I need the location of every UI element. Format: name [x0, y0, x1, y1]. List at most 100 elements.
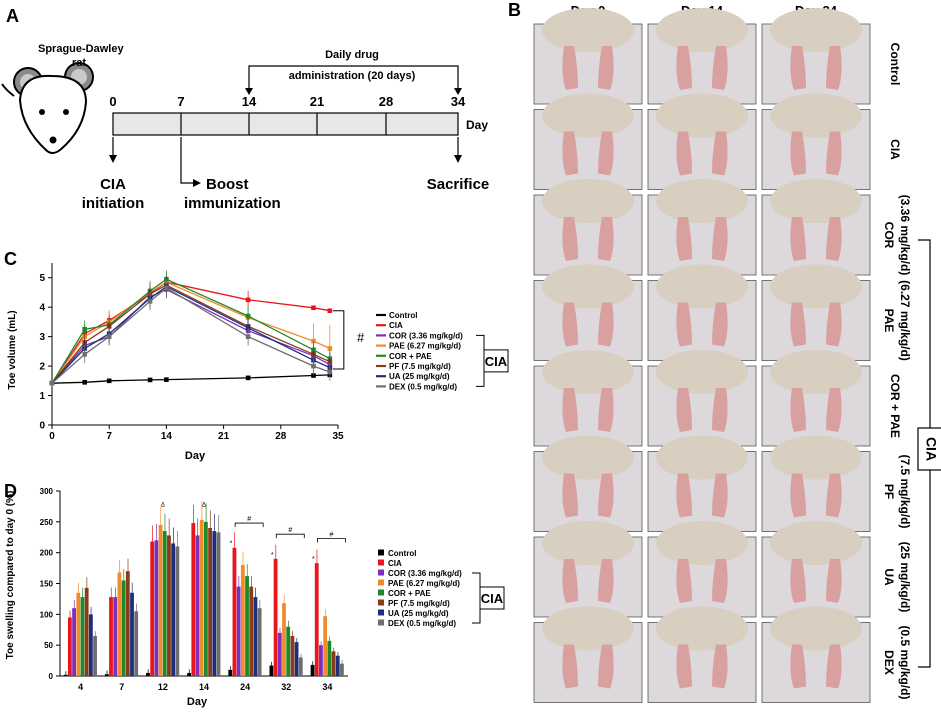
photo-group-label: CIA: [923, 437, 939, 461]
line-chart-xlabel: Day: [185, 450, 206, 462]
line-series: [51, 284, 331, 384]
bar-sig-star: *: [271, 552, 274, 559]
line-point: [82, 379, 87, 385]
rat-body-shape: [542, 521, 634, 565]
drug-bracket: [248, 65, 459, 94]
line-chart-x-tick-label: 21: [218, 431, 230, 442]
rat-body-shape: [542, 8, 634, 52]
timeline-day-7: 7: [177, 94, 184, 109]
rat-body-shape: [656, 350, 748, 394]
line-chart-sig-hash: #: [357, 330, 365, 345]
rat-icon: [1, 62, 94, 154]
bar: [195, 535, 200, 676]
line-point: [245, 297, 251, 303]
bar-chart-y-tick-label: 250: [40, 518, 54, 527]
line-chart-y-tick-label: 3: [39, 332, 45, 343]
rat-body-shape: [656, 93, 748, 138]
bar: [314, 563, 319, 676]
line-chart-x-tick-label: 28: [275, 431, 287, 442]
bar: [208, 528, 212, 676]
bar-chart-ylabel: Toe swelling compared to day 0 (%): [5, 491, 16, 660]
legend-bracket: [476, 334, 485, 387]
line-chart-y-tick-label: 4: [39, 303, 45, 314]
bar-chart-y-tick-label: 150: [40, 580, 54, 589]
rat-body-shape: [542, 264, 634, 309]
photo-row-label: COR: [882, 222, 896, 249]
timeline-day-unit: Day: [466, 118, 488, 132]
rat-paw-right: [712, 46, 728, 90]
legend-label: DEX (0.5 mg/kg/d): [388, 619, 456, 628]
line-point: [164, 377, 169, 382]
photo-row-dose: (7.5 mg/kg/d): [898, 454, 912, 528]
rat-paw-left: [790, 46, 806, 90]
rat-paw-left: [676, 131, 692, 176]
bar: [236, 586, 241, 676]
rat-paw-right: [826, 644, 842, 689]
line-series: [51, 374, 330, 384]
bar-chart: 0 50 100 150 200 250 300 4 7 12 14 24 32 34 # * # * # * Δ Δ: [40, 487, 348, 692]
legend-swatch: [378, 569, 384, 576]
photo-group-box: [917, 427, 941, 471]
rat-body-shape: [770, 8, 862, 52]
rat-body-shape: [656, 435, 748, 480]
line-point: [311, 373, 316, 378]
bar: [175, 546, 180, 676]
line-point: [164, 285, 169, 291]
legend-label: DEX (0.5 mg/kg/d): [389, 382, 457, 391]
bar: [104, 674, 109, 676]
rat-paw-right: [712, 473, 728, 518]
photo-row-label: UA: [882, 568, 896, 586]
rat-body-shape: [770, 435, 862, 480]
photo-row-label: DEX: [882, 650, 896, 675]
bar: [171, 543, 176, 676]
rat-paw-right: [712, 644, 728, 689]
drug-bracket-arrows: [245, 88, 462, 95]
bar: [162, 531, 167, 676]
rat-paw-right: [712, 302, 728, 347]
bar: [269, 665, 274, 676]
bar: [117, 572, 122, 676]
bar: [323, 616, 328, 676]
photo-row-dose: (0.5 mg/kg/d): [898, 625, 912, 699]
bar-chart-x-tick-label: 14: [199, 682, 209, 692]
bar: [76, 592, 81, 676]
rat-paw-right: [598, 302, 614, 347]
line-series: [51, 287, 331, 384]
bar-chart-y-tick-label: 0: [49, 672, 54, 681]
legend-label: Control: [388, 549, 416, 558]
rat-body-shape: [656, 8, 748, 52]
line-point: [311, 305, 316, 311]
line-chart-x-tick-label: 35: [332, 431, 344, 442]
bar: [72, 608, 76, 676]
bar-chart-y-tick-label: 300: [40, 487, 54, 496]
photo-row-label: Control: [888, 43, 902, 86]
bar: [298, 657, 303, 676]
bar-sig-bracket: [275, 533, 305, 539]
bar: [93, 635, 97, 676]
rat-body-shape: [542, 93, 634, 138]
event-boost-line2: immunization: [184, 195, 281, 212]
legend-bracket-label: CIA: [485, 354, 508, 369]
legend-label: PF (7.5 mg/kg/d): [388, 599, 450, 608]
bar: [191, 523, 196, 676]
rat-paw-right: [598, 217, 614, 261]
rat-label-line2: rat: [72, 57, 86, 69]
bar: [232, 547, 237, 676]
rat-paw-right: [826, 559, 842, 603]
bar: [240, 565, 245, 676]
bar: [121, 580, 126, 676]
bar-sig-star: *: [230, 541, 233, 548]
bar: [331, 651, 336, 676]
rat-body-shape: [656, 179, 748, 223]
rat-paw-left: [676, 217, 692, 261]
legend-swatch: [378, 589, 384, 596]
drug-label-line1: Daily drug: [325, 49, 379, 61]
rat-paw-left: [790, 388, 806, 432]
rat-body-shape: [770, 606, 862, 651]
bar-chart-y-tick-label: 200: [40, 549, 54, 558]
rat-paw-left: [676, 388, 692, 432]
rat-paw-right: [712, 559, 728, 603]
bar: [88, 614, 93, 676]
